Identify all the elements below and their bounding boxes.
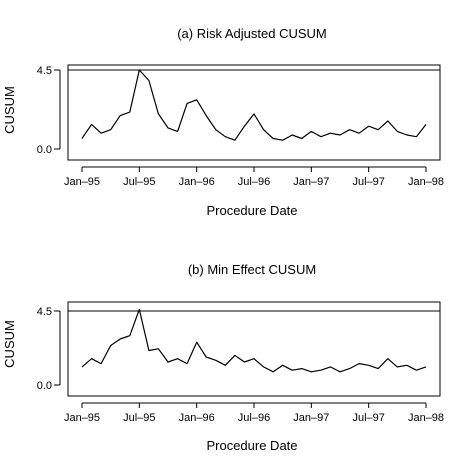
plot-frame (67, 301, 441, 397)
y-axis-label: CUSUM (2, 320, 17, 368)
plot-area: 0.0 4.5 Jan–95 Jul–95 Jan–96 Jul–96 Jan–97 Jul–… (37, 301, 444, 424)
x-tick-label: Jan–98 (408, 412, 444, 424)
x-tick-label: Jan–97 (293, 176, 329, 188)
x-tick-label: Jan–98 (408, 176, 444, 188)
series-line (81, 69, 427, 141)
y-tick-label: 0.0 (37, 380, 52, 392)
plot-area: 0.0 4.5 Jan–95 Jul–95 Jan–96 Jul–96 Jan–97 Jul–… (37, 64, 444, 188)
y-tick-label: 4.5 (37, 65, 52, 77)
x-axis-label: Procedure Date (206, 203, 297, 218)
x-tick-label: Jan–95 (64, 176, 100, 188)
chart-title: (a) Risk Adjusted CUSUM (177, 26, 327, 41)
x-tick-label: Jul–96 (238, 176, 270, 188)
x-tick-label: Jul–96 (238, 412, 270, 424)
y-axis-label: CUSUM (2, 86, 17, 134)
chart-title: (b) Min Effect CUSUM (188, 262, 316, 277)
x-tick-label: Jul–95 (123, 176, 155, 188)
x-tick-label: Jan–97 (293, 412, 329, 424)
x-tick-label: Jan–95 (64, 412, 100, 424)
chart-panel-b: (b) Min Effect CUSUM CUSUM Procedure Dat… (2, 262, 444, 453)
series-line (81, 308, 427, 373)
x-tick-label: Jul–95 (123, 412, 155, 424)
y-tick-label: 0.0 (37, 144, 52, 156)
y-tick-label: 4.5 (37, 306, 52, 318)
chart-panel-a: (a) Risk Adjusted CUSUM CUSUM Procedure … (2, 26, 444, 218)
x-tick-label: Jul–97 (352, 412, 384, 424)
x-tick-label: Jan–96 (179, 412, 215, 424)
plot-frame (67, 64, 441, 161)
x-tick-label: Jan–96 (179, 176, 215, 188)
x-tick-label: Jul–97 (352, 176, 384, 188)
x-axis-label: Procedure Date (206, 438, 297, 453)
